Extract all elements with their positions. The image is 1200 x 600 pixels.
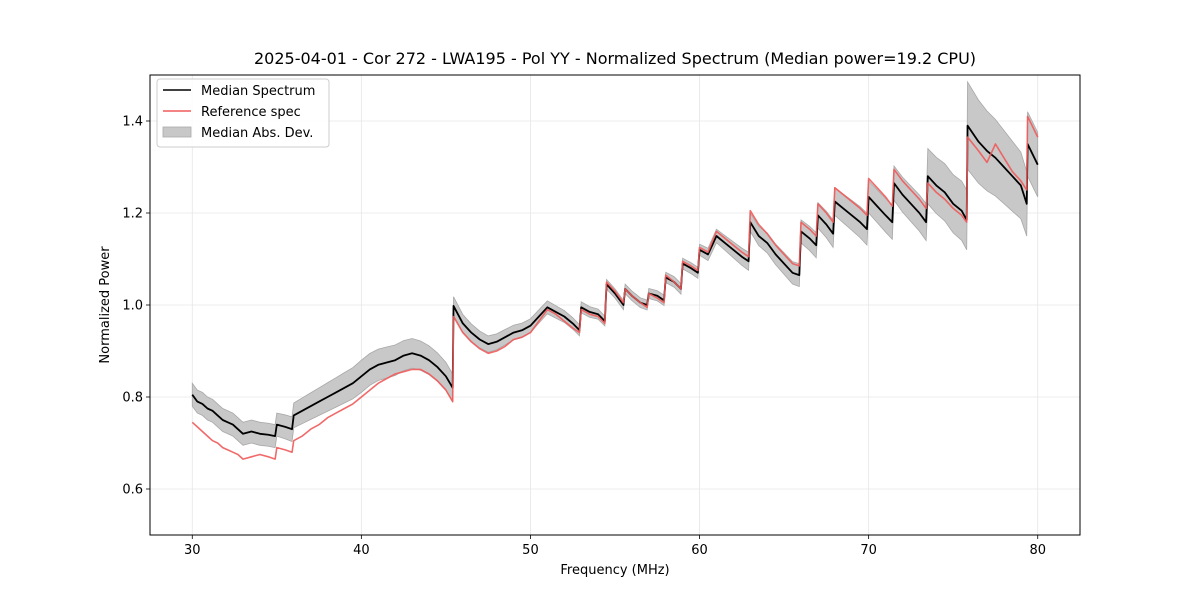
x-tick-label: 70 <box>860 543 877 558</box>
x-tick-label: 30 <box>184 543 201 558</box>
legend-reference-label: Reference spec <box>201 105 301 120</box>
x-tick-label: 50 <box>522 543 539 558</box>
x-tick-label: 60 <box>691 543 708 558</box>
y-axis-ticks: 0.6 0.8 1.0 1.2 1.4 <box>122 115 150 498</box>
y-tick-label: 0.6 <box>122 483 143 498</box>
y-tick-label: 1.2 <box>122 207 143 222</box>
series-lines <box>191 115 1039 460</box>
x-tick-label: 80 <box>1029 543 1046 558</box>
x-tick-label: 40 <box>353 543 370 558</box>
legend: Median Spectrum Reference spec Median Ab… <box>156 78 330 148</box>
x-axis-label: Frequency (MHz) <box>560 563 669 578</box>
legend-mad-band-icon <box>162 126 192 138</box>
legend-mad-label: Median Abs. Dev. <box>201 126 313 141</box>
y-tick-label: 1.0 <box>122 299 143 314</box>
chart-title: 2025-04-01 - Cor 272 - LWA195 - Pol YY -… <box>254 49 976 68</box>
reference-spectrum-line <box>191 115 1039 460</box>
legend-box <box>156 78 330 148</box>
y-tick-label: 1.4 <box>122 115 143 130</box>
x-axis-ticks: 30 40 50 60 70 80 <box>184 535 1046 558</box>
y-axis-label: Normalized Power <box>98 246 113 364</box>
y-tick-label: 0.8 <box>122 391 143 406</box>
legend-median-label: Median Spectrum <box>201 84 315 99</box>
